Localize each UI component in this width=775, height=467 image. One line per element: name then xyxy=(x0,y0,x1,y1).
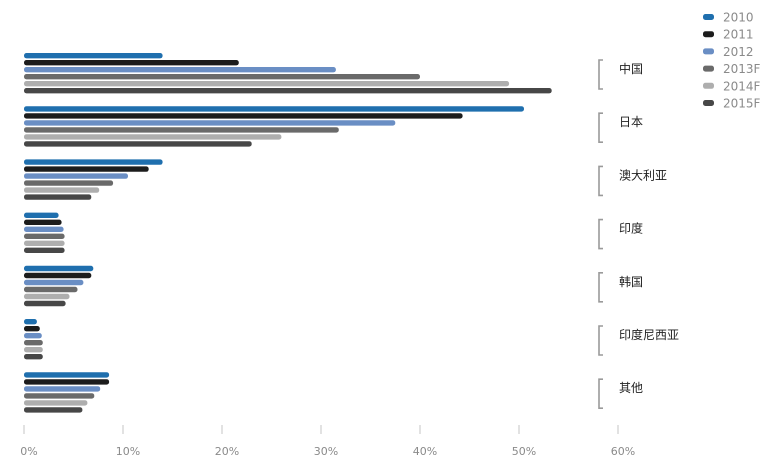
bar xyxy=(24,393,95,399)
category-label: 日本 xyxy=(619,115,643,129)
bar xyxy=(24,247,65,253)
bar xyxy=(24,233,65,239)
legend-label: 2013F xyxy=(723,62,761,76)
category-bracket xyxy=(598,325,603,356)
bar xyxy=(24,106,524,112)
bar xyxy=(24,226,64,232)
category-bracket xyxy=(598,112,603,143)
x-tick-label: 60% xyxy=(611,445,635,458)
legend-swatch xyxy=(703,48,714,55)
bar xyxy=(24,300,66,307)
legend-swatch xyxy=(703,100,714,106)
bar xyxy=(24,407,83,413)
bar xyxy=(24,141,252,147)
bar xyxy=(24,372,110,378)
bar xyxy=(24,219,62,225)
bar xyxy=(24,113,463,119)
bar xyxy=(24,293,70,300)
bar xyxy=(24,347,43,353)
category-label: 澳大利亚 xyxy=(619,168,667,182)
x-tick-label: 20% xyxy=(215,445,239,458)
legend-swatch xyxy=(703,14,714,20)
bar xyxy=(24,134,282,140)
x-tick-label: 30% xyxy=(314,445,338,458)
category-bracket xyxy=(598,59,603,90)
x-axis: 0% 10% 20% 30% 40% 50% 60% xyxy=(20,425,635,458)
bar xyxy=(24,240,65,246)
bar xyxy=(24,173,128,179)
bars-group xyxy=(24,53,552,413)
legend-swatch xyxy=(703,82,714,89)
category-label: 其他 xyxy=(619,381,643,395)
category-label: 印度尼西亚 xyxy=(619,327,679,342)
bar xyxy=(24,187,100,193)
bar xyxy=(24,279,84,286)
bar xyxy=(24,286,78,293)
bar xyxy=(24,340,43,346)
bar xyxy=(24,120,396,126)
bar xyxy=(24,74,420,80)
bar xyxy=(24,159,163,165)
bar xyxy=(24,60,239,66)
category-bracket xyxy=(598,165,603,197)
category-bracket xyxy=(598,272,603,303)
bar xyxy=(24,127,339,133)
category-label: 印度 xyxy=(619,221,643,236)
bar xyxy=(24,333,42,339)
x-tick-label: 10% xyxy=(116,445,140,458)
legend-label: 2010 xyxy=(723,11,754,25)
x-tick-label: 40% xyxy=(413,445,437,458)
bar xyxy=(24,272,92,279)
bar xyxy=(24,194,92,200)
category-label: 中国 xyxy=(619,61,643,76)
legend-swatch xyxy=(703,31,714,38)
legend-label: 2011 xyxy=(723,28,754,42)
bar xyxy=(24,166,149,172)
legend-label: 2014F xyxy=(723,79,761,93)
bar xyxy=(24,53,163,59)
legend: 2010 2011 2012 2013F 2014F 2015F xyxy=(703,11,761,111)
bar xyxy=(24,319,37,325)
bar xyxy=(24,386,101,392)
bar xyxy=(24,88,552,94)
legend-swatch xyxy=(703,65,714,72)
bar xyxy=(24,400,88,406)
category-bracket xyxy=(598,218,603,250)
legend-label: 2012 xyxy=(723,45,754,59)
bar xyxy=(24,354,43,360)
category-bracket xyxy=(598,378,603,409)
category-label: 韩国 xyxy=(619,274,643,289)
bar xyxy=(24,180,114,186)
x-tick-label: 0% xyxy=(20,445,37,458)
bar xyxy=(24,67,336,73)
legend-label: 2015F xyxy=(723,97,761,111)
bar xyxy=(24,326,40,332)
x-tick-label: 50% xyxy=(512,445,536,458)
bar xyxy=(24,81,510,87)
bar xyxy=(24,379,110,385)
bar xyxy=(24,265,94,272)
bar xyxy=(24,212,59,218)
